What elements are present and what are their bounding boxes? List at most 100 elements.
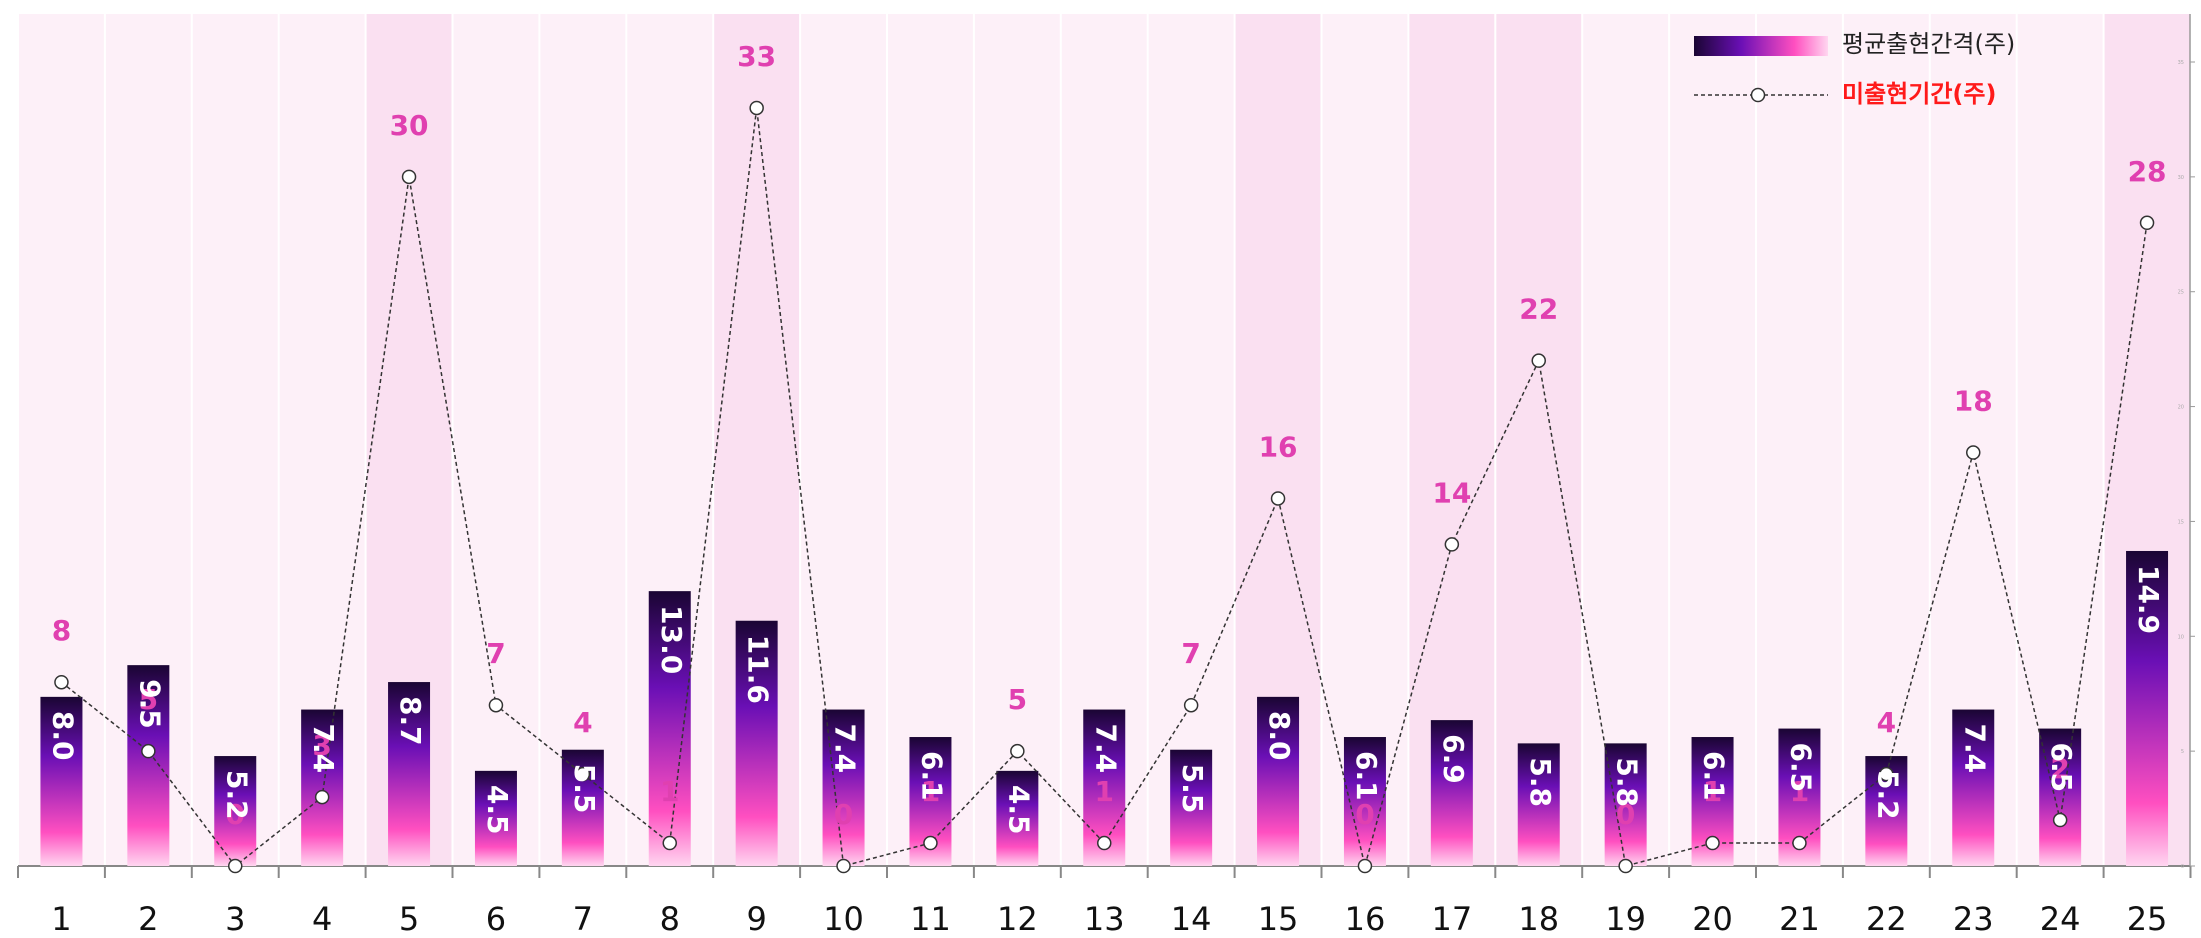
x-tick-label: 23 [1953,900,1994,938]
bar-value-label: 7.4 [829,724,862,774]
line-value-label: 5 [139,683,158,716]
x-tick-label: 21 [1779,900,1820,938]
line-point [575,766,591,782]
bar-value-label: 5.5 [1176,764,1209,814]
line-point [488,697,504,713]
x-tick-label: 2 [138,900,158,938]
line-value-label: 14 [1432,476,1471,509]
x-tick-label: 19 [1605,900,1646,938]
category-band [888,14,973,866]
line-value-label: 0 [1355,798,1374,831]
category-band [974,14,1060,866]
right-axis-tick-label: 10 [2178,634,2184,640]
x-tick-label: 3 [225,900,245,938]
line-value-label: 5 [1008,683,1027,716]
bar-value-label: 6.1 [915,751,948,801]
bar-value-label: 7.4 [1089,724,1122,774]
line-point [1618,858,1633,874]
x-tick-label: 25 [2127,900,2168,938]
line-series [54,100,2155,874]
line-point [1357,858,1373,874]
line-point [749,100,764,116]
bar [1170,749,1213,866]
right-axis-tick-label: 0 [2181,864,2184,870]
line-value-label: 0 [226,798,245,831]
bar-value-label: 14.9 [2132,565,2165,634]
line-point [1097,835,1112,851]
line-value-label: 2 [2050,752,2069,785]
line-value-label: 16 [1259,430,1298,463]
line-point [836,858,851,874]
line-value-label: 8 [52,614,71,647]
x-tick-label: 14 [1171,900,1212,938]
line-point [1010,743,1025,759]
bar-value-label: 5.8 [1611,757,1644,807]
bar-value-label: 8.0 [46,711,79,761]
x-tick-label: 18 [1518,900,1559,938]
category-band [1322,14,1408,866]
line-point [1270,491,1286,506]
bar-value-label: 7.4 [1958,724,1991,774]
x-tick-label: 13 [1084,900,1125,938]
legend-line-label: 미출현기간(주) [1842,80,1996,108]
x-tick-label: 8 [660,900,680,938]
line-value-label: 4 [573,706,592,739]
line-value-label: 0 [1616,798,1635,831]
x-tick-label: 6 [486,900,506,938]
bar-value-label: 8.7 [394,696,427,746]
bar [40,696,83,866]
bar [127,665,170,866]
bar-value-label: 8.0 [1263,711,1296,761]
line-value-label: 1 [921,775,940,808]
line-point [2052,812,2068,828]
line-value-label: 1 [1095,775,1114,808]
bar-value-label: 6.5 [2045,743,2078,793]
bar-value-label: 7.4 [307,724,340,774]
right-axis-tick-label: 20 [2178,405,2184,411]
bar [1257,696,1300,866]
category-band [2017,14,2103,866]
line-point [1531,353,1546,368]
bar-value-label: 6.1 [1698,751,1731,801]
x-tick-label: 10 [823,900,864,938]
x-tick-label: 12 [997,900,1038,938]
line-value-label: 1 [1790,775,1809,808]
x-tick-label: 5 [399,900,419,938]
legend: 평균출현간격(주) 미출현기간(주) [1694,30,2015,108]
category-band [1757,14,1842,866]
line-point [1705,835,1720,851]
line-value-label: 4 [1877,706,1896,739]
bar-value-label: 4.5 [481,785,514,835]
right-axis-tick-label: 25 [2178,290,2184,296]
right-axis: 0 5 10 15 20 25 30 35 [2178,14,2195,870]
bar [1952,709,1995,866]
line-point [1966,445,1981,460]
bar-value-label: 5.2 [1871,770,1904,820]
line-point [314,789,330,805]
bar [822,709,865,866]
line-point [1792,835,1807,851]
bar [301,709,344,866]
line-point [2139,215,2155,231]
x-tick-label: 11 [910,900,951,938]
line-value-label: 30 [390,109,429,142]
x-tick-label: 4 [312,900,332,938]
right-axis-tick-label: 30 [2178,175,2184,181]
x-tick-label: 17 [1431,900,1472,938]
category-band [540,14,626,866]
bar-value-label: 4.5 [1002,785,1035,835]
line-point [401,169,417,185]
bar [1604,743,1647,866]
x-tick-label: 1 [51,900,71,938]
bar-value-label: 9.5 [133,679,166,729]
x-tick-label: 15 [1258,900,1299,938]
bar [1430,720,1473,866]
legend-line-marker [1750,87,1766,103]
bar [1517,743,1560,866]
bar-value-label: 5.2 [220,770,253,820]
line-value-label: 33 [737,40,776,73]
right-axis-tick-label: 5 [2181,749,2184,755]
right-axis-tick-label: 35 [2178,60,2184,66]
line-point [662,835,677,851]
